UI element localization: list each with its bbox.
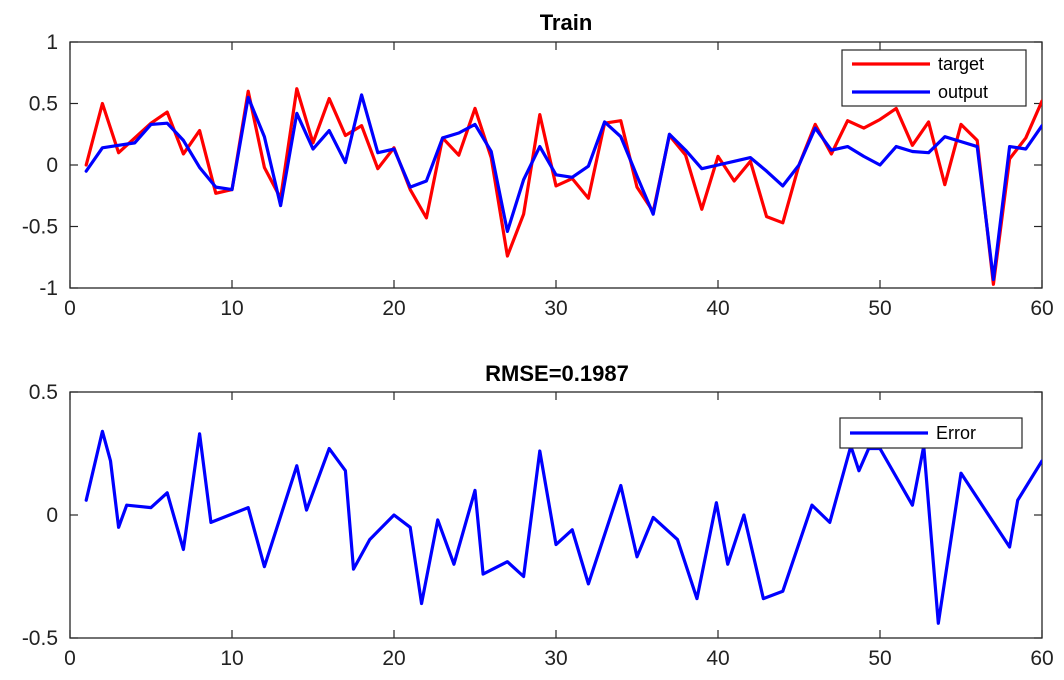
x-tick-label: 40	[706, 647, 729, 670]
legend: target output	[841, 49, 1027, 107]
series-lines	[84, 429, 1042, 625]
y-tick-label: 0.5	[29, 381, 58, 404]
x-tick-label: 0	[64, 297, 76, 320]
x-tick-label: 40	[706, 297, 729, 320]
legend: Error	[839, 417, 1023, 449]
chart-title: RMSE=0.1987	[485, 361, 629, 386]
axis-ticks: 0 10 20 30 40 50 60 -1 -0.5 0 0.5 1	[22, 31, 1054, 320]
error-panel: RMSE=0.1987 0 10 20 30 40 50 60 -0.5 0 0.5 Error	[22, 361, 1054, 670]
series-line-output	[84, 93, 1042, 281]
x-tick-label: 50	[868, 297, 891, 320]
y-tick-label: -0.5	[22, 627, 58, 650]
legend-label-output: output	[938, 82, 988, 102]
legend-label-target: target	[938, 54, 984, 74]
y-tick-label: -1	[39, 277, 58, 300]
chart-title: Train	[540, 10, 593, 35]
x-tick-label: 20	[382, 297, 405, 320]
x-tick-label: 50	[868, 647, 891, 670]
x-tick-label: 30	[544, 647, 567, 670]
y-tick-label: 0	[46, 504, 58, 527]
x-tick-label: 60	[1030, 297, 1053, 320]
train-panel: Train 0 10 20 30 40 50 60 -1 -0.5 0 0.5 1 target out…	[22, 10, 1054, 320]
x-tick-label: 0	[64, 647, 76, 670]
x-tick-label: 20	[382, 647, 405, 670]
x-tick-label: 60	[1030, 647, 1053, 670]
legend-label-error: Error	[936, 423, 976, 443]
x-tick-label: 10	[220, 647, 243, 670]
x-tick-label: 30	[544, 297, 567, 320]
series-line-error	[84, 429, 1042, 625]
x-tick-label: 10	[220, 297, 243, 320]
legend-box	[841, 49, 1027, 107]
y-tick-label: -0.5	[22, 216, 58, 239]
y-tick-label: 0.5	[29, 93, 58, 116]
axis-ticks: 0 10 20 30 40 50 60 -0.5 0 0.5	[22, 381, 1054, 670]
y-tick-label: 0	[46, 154, 58, 177]
y-tick-label: 1	[46, 31, 58, 54]
series-lines	[84, 87, 1042, 286]
